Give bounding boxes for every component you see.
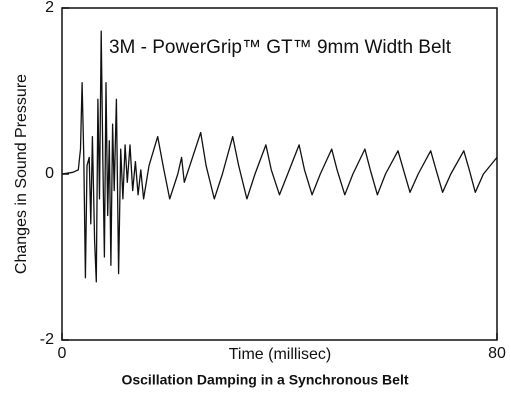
x-tick-label: 80	[488, 345, 506, 362]
y-axis-label: Changes in Sound Pressure	[13, 74, 30, 274]
y-tick-label: -2	[40, 331, 54, 348]
y-tick-label: 2	[45, 0, 54, 16]
y-tick-label: 0	[45, 165, 54, 182]
data-line	[61, 30, 498, 283]
x-tick-label: 0	[58, 345, 67, 362]
x-axis-label: Time (millisec)	[229, 346, 332, 363]
caption: Oscillation Damping in a Synchronous Bel…	[121, 372, 408, 388]
chart-title: 3M - PowerGrip™ GT™ 9mm Width Belt	[109, 37, 452, 58]
